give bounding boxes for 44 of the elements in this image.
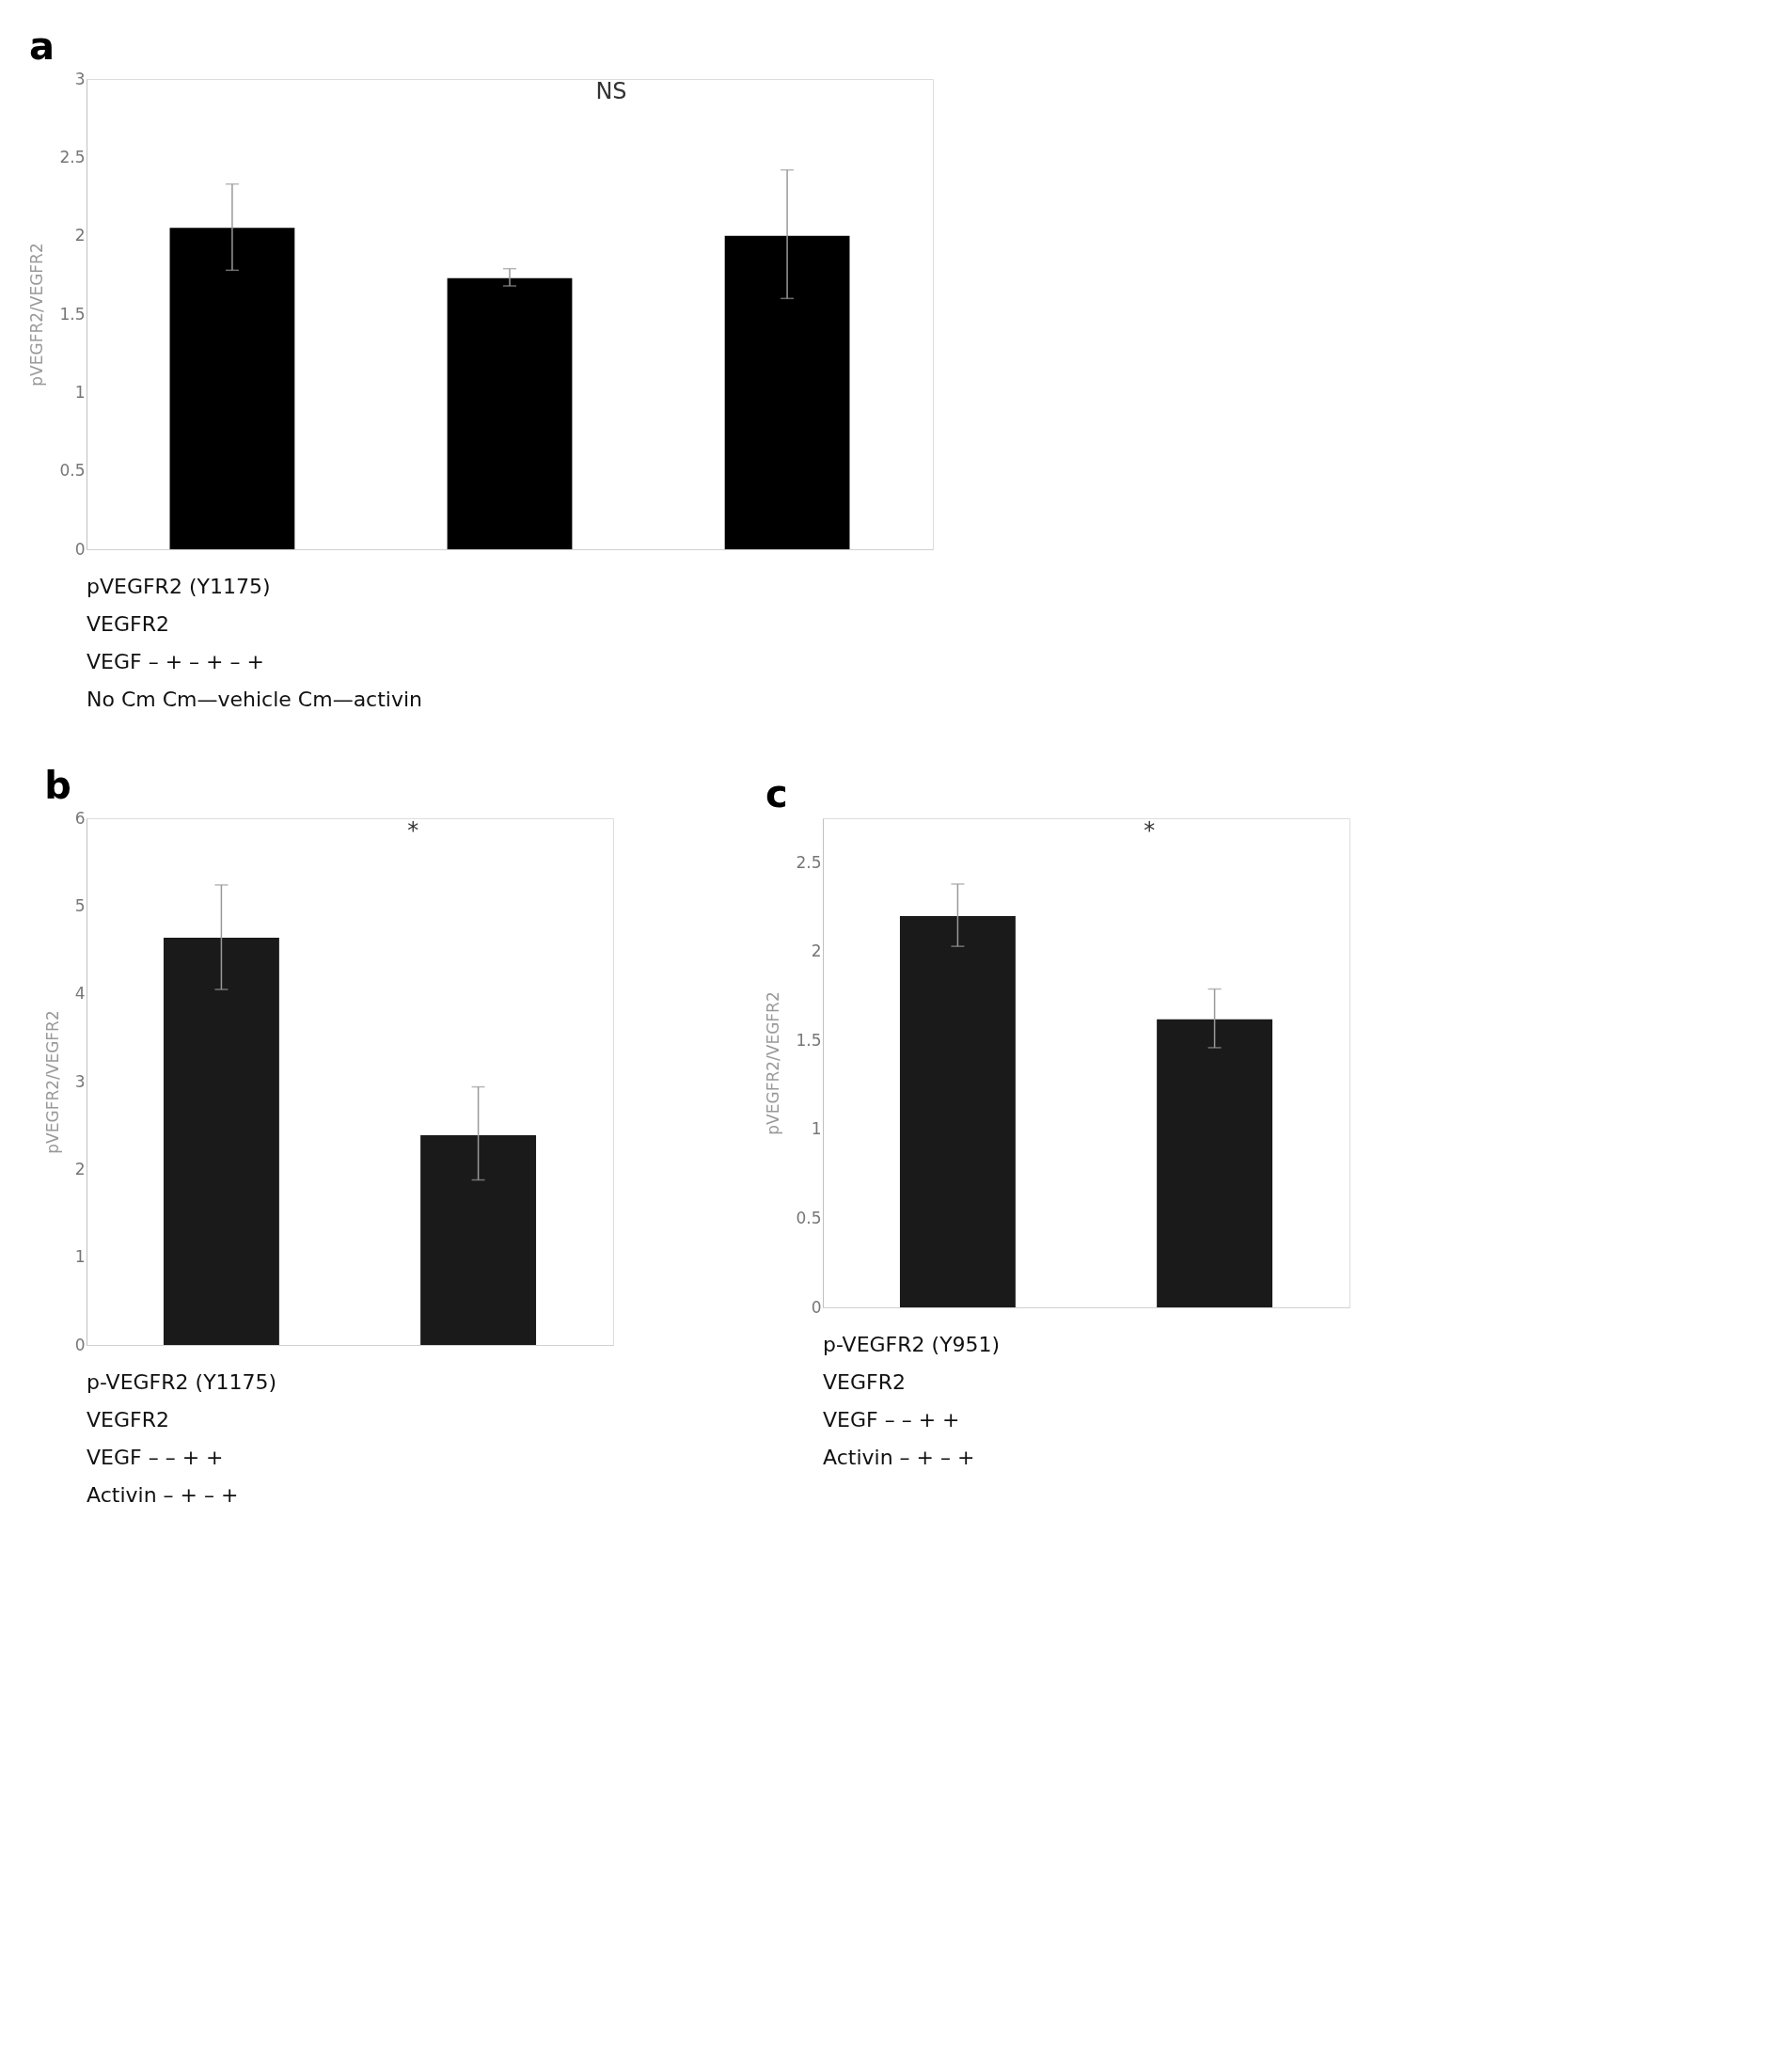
- y-tick-label: 0: [811, 1297, 822, 1317]
- y-axis-title: pVEGFR2/VEGFR2: [42, 1010, 62, 1154]
- y-tick-label: 2.5: [796, 852, 822, 872]
- y-tick-label: 2: [811, 941, 822, 961]
- y-tick-label: 2.5: [59, 147, 86, 166]
- text: VEGF – – + +: [823, 1408, 960, 1431]
- text: VEGF – – + +: [87, 1446, 224, 1469]
- text: Activin – + – +: [823, 1446, 975, 1469]
- y-tick-label: 4: [74, 984, 86, 1004]
- text: Activin – + – +: [87, 1483, 239, 1507]
- y-tick-label: 6: [74, 808, 86, 828]
- y-axis-title: pVEGFR2/VEGFR2: [27, 243, 47, 387]
- bar: [169, 228, 295, 549]
- text: VEGFR2: [87, 1408, 169, 1431]
- chart-title: c: [765, 772, 788, 815]
- y-tick-label: 3: [74, 1071, 86, 1091]
- text: p-VEGFR2 (Y951): [823, 1333, 1001, 1356]
- bar: [447, 277, 573, 549]
- bar: [724, 235, 850, 549]
- text: No Cm Cm—vehicle Cm—activin: [87, 688, 423, 711]
- text: p-VEGFR2 (Y1175): [87, 1370, 277, 1394]
- y-tick-label: 5: [74, 895, 86, 915]
- y-tick-label: 0: [74, 539, 86, 559]
- y-tick-label: 0: [74, 1335, 86, 1354]
- y-tick-label: 1.5: [59, 304, 86, 324]
- y-tick-label: 3: [74, 69, 86, 88]
- y-tick-label: 2: [74, 1159, 86, 1178]
- y-tick-label: 2: [74, 226, 86, 245]
- y-tick-label: 1.5: [796, 1030, 822, 1050]
- annotation: *: [1144, 817, 1156, 844]
- text: VEGF – + – + – +: [87, 650, 264, 673]
- y-tick-label: 0.5: [59, 461, 86, 481]
- text: VEGFR2: [87, 612, 169, 636]
- y-tick-label: 1: [811, 1119, 822, 1139]
- y-axis-title: pVEGFR2/VEGFR2: [764, 991, 783, 1135]
- annotation: *: [407, 817, 419, 844]
- text: pVEGFR2 (Y1175): [87, 575, 271, 598]
- y-tick-label: 0.5: [796, 1208, 822, 1227]
- y-tick-label: 1: [74, 382, 86, 402]
- text: VEGFR2: [823, 1370, 906, 1394]
- chart-title: b: [44, 764, 71, 807]
- chart-title: a: [28, 24, 55, 68]
- y-tick-label: 1: [74, 1247, 86, 1267]
- annotation: NS: [595, 78, 627, 104]
